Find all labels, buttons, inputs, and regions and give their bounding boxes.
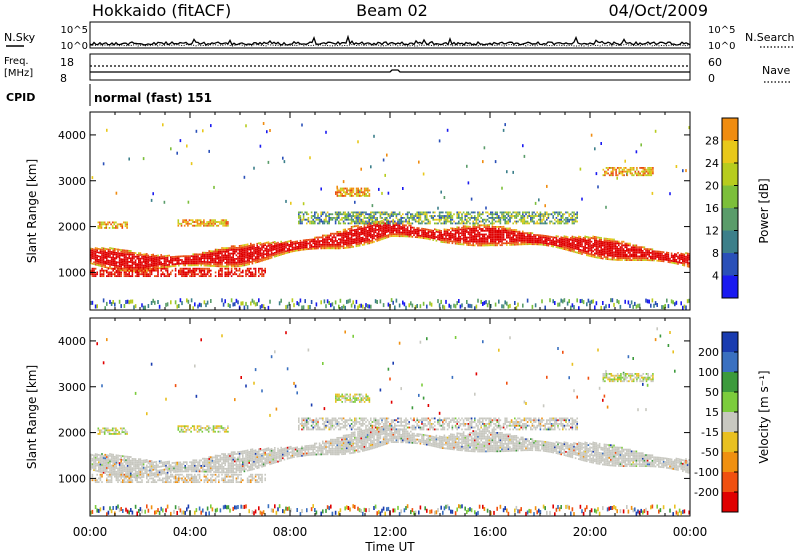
title-center: Beam 02 [356, 1, 428, 20]
colorbar-tick-label: 12 [705, 225, 719, 238]
title-right: 04/Oct/2009 [608, 1, 708, 20]
colorbar-swatch [722, 275, 738, 298]
colorbar-swatch [722, 452, 738, 472]
colorbar-tick-label: 15 [705, 406, 719, 419]
freq-label-line1: Freq. [4, 56, 29, 67]
power-colorbar: 4 8 12 16 20 24 28 [705, 117, 739, 299]
colorbar-swatch [722, 208, 738, 231]
colorbar-swatch [722, 163, 738, 186]
nsearch-trace [89, 43, 691, 47]
colorbar-tick-label: -50 [701, 446, 719, 459]
colorbar-swatch [722, 412, 738, 432]
y-tick-label-1-3: 4000 [58, 335, 86, 348]
nave-tick-bottom: 0 [708, 72, 715, 85]
nsky-right-tick-top: 10^5 [708, 25, 735, 36]
power-ylabel: Slant Range [km] [25, 159, 39, 263]
colorbar-swatch [722, 352, 738, 372]
colorbar-swatch [722, 392, 738, 412]
x-tick-label-6: 00:00 [673, 525, 708, 539]
y-tick-label-0-0: 1000 [58, 266, 86, 279]
colorbar-tick-label: -200 [694, 486, 719, 499]
x-tick-label-2: 08:00 [273, 525, 308, 539]
x-axis-label: Time UT [364, 540, 415, 554]
nave-label: Nave [762, 64, 790, 77]
colorbar-swatch [722, 230, 738, 253]
nsky-strip-frame [89, 21, 691, 49]
velocity-axes: 1000 2000 3000 4000 [58, 318, 691, 516]
title-left: Hokkaido (fitACF) [92, 1, 231, 20]
colorbar-swatch [722, 432, 738, 452]
x-tick-label-3: 12:00 [373, 525, 408, 539]
y-tick-label-1-0: 1000 [58, 472, 86, 485]
freq-tick-top: 18 [60, 56, 74, 69]
colorbar-tick-label: 4 [712, 270, 719, 283]
x-tick-label-4: 16:00 [473, 525, 508, 539]
nsky-tick-top: 10^5 [61, 25, 88, 36]
colorbar-tick-label: 50 [705, 386, 719, 399]
cpid-text: normal (fast) 151 [94, 91, 212, 105]
velocity-ylabel: Slant Range [km] [25, 365, 39, 469]
nsearch-label: N.Search [745, 31, 795, 44]
velocity-heatmap [90, 327, 690, 517]
y-tick-label-0-3: 4000 [58, 129, 86, 142]
y-tick-label-1-2: 3000 [58, 381, 86, 394]
y-tick-label-0-1: 2000 [58, 221, 86, 234]
freq-label-line2: [MHz] [4, 68, 33, 79]
colorbar-tick-label: 8 [712, 247, 719, 260]
power-colorbar-label: Power [dB] [757, 178, 771, 243]
colorbar-swatch [722, 492, 738, 512]
nsky-trace [89, 34, 691, 46]
colorbar-swatch [722, 332, 738, 352]
colorbar-swatch [722, 140, 738, 163]
colorbar-swatch [722, 372, 738, 392]
y-tick-label-1-1: 2000 [58, 427, 86, 440]
nsky-right-tick-bottom: 10^0 [708, 41, 735, 52]
freq-tick-bottom: 8 [60, 72, 67, 85]
colorbar-tick-label: 200 [698, 346, 719, 359]
colorbar-swatch [722, 118, 738, 141]
power-heatmap [90, 122, 690, 311]
x-tick-label-0: 00:00 [73, 525, 108, 539]
velocity-colorbar: 200 100 50 15 -15 -50 -100 -200 [694, 331, 739, 513]
x-tick-labels: 00:00 04:00 08:00 12:00 16:00 20:00 00:00 [73, 525, 708, 539]
colorbar-tick-label: 100 [698, 366, 719, 379]
colorbar-swatch [722, 253, 738, 276]
nsky-label: N.Sky [4, 31, 36, 44]
freq-trace [90, 69, 690, 73]
velocity-panel-frame [89, 317, 691, 517]
nave-tick-top: 60 [708, 56, 722, 69]
colorbar-tick-label: 16 [705, 202, 719, 215]
freq-strip-frame [89, 53, 691, 81]
power-axes: 1000 2000 3000 4000 [58, 112, 691, 310]
cpid-label: CPID [6, 91, 35, 104]
velocity-colorbar-label: Velocity [m s⁻¹] [757, 370, 771, 463]
nsky-tick-bottom: 10^0 [61, 41, 88, 52]
x-tick-label-1: 04:00 [173, 525, 208, 539]
colorbar-swatch [722, 472, 738, 492]
colorbar-tick-label: 20 [705, 180, 719, 193]
colorbar-tick-label: -100 [694, 466, 719, 479]
colorbar-tick-label: -15 [701, 426, 719, 439]
x-tick-label-5: 20:00 [573, 525, 608, 539]
y-tick-label-0-2: 3000 [58, 175, 86, 188]
colorbar-tick-label: 28 [705, 135, 719, 148]
colorbar-tick-label: 24 [705, 157, 719, 170]
colorbar-swatch [722, 185, 738, 208]
